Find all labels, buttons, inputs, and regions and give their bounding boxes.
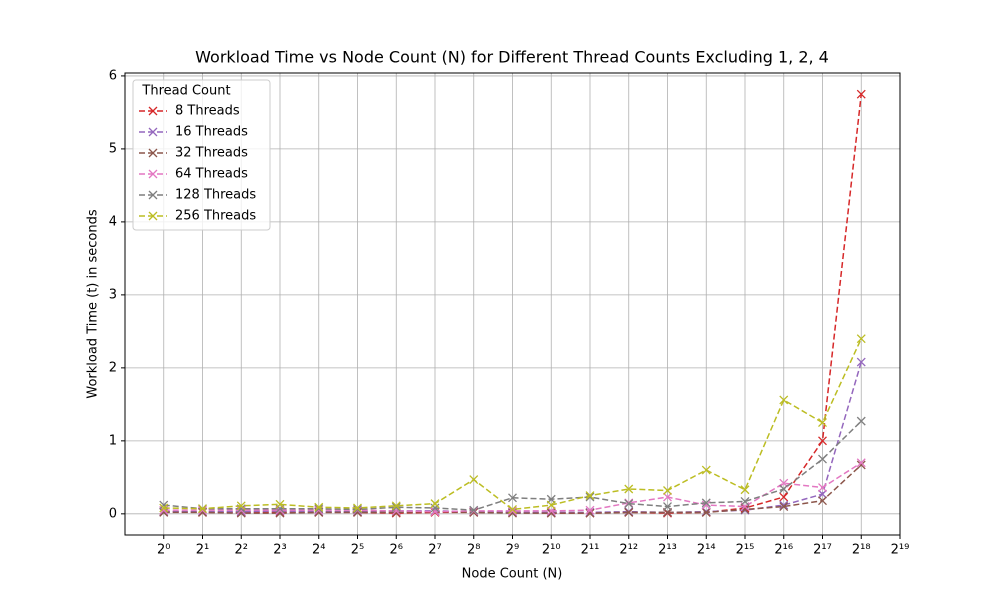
x-tick-label: 2⁶	[390, 543, 403, 558]
marker	[818, 454, 827, 464]
marker	[779, 500, 789, 510]
marker	[856, 89, 866, 99]
marker	[818, 418, 827, 428]
x-tick-label: 2¹⁶	[774, 543, 793, 558]
marker	[585, 491, 595, 501]
x-tick-label: 2¹⁰	[542, 543, 561, 558]
y-tick-label: 3	[109, 287, 117, 302]
legend-marker	[148, 190, 158, 200]
x-tick-label: 2⁴	[312, 543, 325, 558]
marker	[353, 503, 362, 513]
marker	[624, 507, 634, 517]
marker	[391, 502, 401, 512]
x-tick-label: 2¹⁴	[697, 543, 716, 558]
marker	[701, 465, 711, 475]
legend-label: 16 Threads	[175, 125, 248, 140]
marker	[469, 505, 479, 515]
marker	[508, 504, 517, 514]
marker	[546, 500, 556, 510]
marker	[818, 436, 827, 446]
legend-marker	[148, 169, 158, 179]
legend-marker	[148, 127, 158, 137]
marker	[663, 502, 672, 511]
marker	[624, 484, 634, 494]
marker	[779, 395, 789, 405]
x-tick-label: 2¹	[196, 543, 209, 558]
x-tick-label: 2¹²	[619, 543, 638, 558]
x-tick-label: 2¹¹	[581, 543, 600, 558]
legend-label: 256 Threads	[175, 209, 256, 224]
legend-box	[132, 79, 271, 231]
marker	[275, 504, 285, 514]
marker	[275, 499, 285, 509]
marker	[663, 492, 672, 502]
marker	[430, 503, 440, 513]
x-tick-label: 2¹³	[658, 543, 677, 558]
legend-title: Thread Count	[141, 84, 230, 99]
legend-label: 64 Threads	[175, 167, 248, 182]
marker	[236, 505, 246, 515]
marker	[856, 460, 866, 470]
legend-marker	[148, 148, 158, 158]
marker	[740, 485, 750, 495]
x-tick-label: 2¹⁷	[813, 543, 832, 558]
x-tick-label: 2⁹	[506, 543, 519, 558]
legend-label: 8 Threads	[175, 104, 240, 119]
axes-frame	[124, 72, 901, 536]
marker	[585, 505, 595, 515]
marker	[856, 458, 866, 468]
marker	[159, 503, 169, 513]
legend-marker	[148, 211, 158, 221]
legend-label: 32 Threads	[175, 146, 248, 161]
marker	[856, 416, 866, 426]
marker	[198, 504, 207, 514]
marker	[818, 483, 827, 493]
marker	[779, 484, 789, 494]
marker	[624, 499, 634, 509]
x-tick-label: 2⁷	[428, 543, 441, 558]
marker	[779, 492, 789, 502]
marker	[314, 504, 324, 514]
legend-marker	[148, 106, 158, 116]
marker	[856, 357, 866, 367]
marker	[236, 501, 246, 511]
marker	[430, 507, 440, 517]
x-tick-label: 2³	[273, 543, 286, 558]
marker	[585, 492, 595, 502]
x-tick-label: 2¹⁸	[852, 543, 871, 558]
marker	[663, 486, 672, 495]
x-tick-label: 2⁵	[351, 543, 364, 558]
marker	[779, 502, 789, 511]
x-tick-label: 2⁰	[157, 543, 170, 558]
y-tick-label: 4	[109, 214, 117, 229]
marker	[198, 505, 207, 515]
y-tick-label: 2	[109, 360, 117, 375]
marker	[469, 475, 479, 484]
marker	[740, 496, 750, 506]
marker	[701, 498, 711, 508]
marker	[701, 507, 711, 517]
legend-label: 128 Threads	[175, 188, 256, 203]
x-tick-label: 2¹⁹	[891, 543, 910, 558]
y-tick-label: 6	[109, 68, 117, 83]
x-tick-label: 2¹⁵	[736, 543, 755, 558]
chart-title: Workload Time vs Node Count (N) for Diff…	[195, 48, 829, 67]
x-tick-label: 2²	[235, 543, 248, 558]
marker	[818, 489, 827, 499]
marker	[508, 493, 517, 503]
marker	[430, 499, 440, 509]
marker	[314, 502, 324, 512]
marker	[353, 504, 362, 514]
marker	[818, 496, 827, 506]
y-tick-label: 5	[109, 141, 117, 156]
y-axis-label: Workload Time (t) in seconds	[86, 209, 101, 399]
marker	[391, 501, 401, 511]
x-tick-label: 2⁸	[467, 543, 480, 558]
x-axis-label: Node Count (N)	[462, 567, 563, 582]
y-tick-label: 1	[109, 433, 117, 448]
marker	[856, 334, 866, 344]
y-tick-label: 0	[109, 506, 117, 521]
